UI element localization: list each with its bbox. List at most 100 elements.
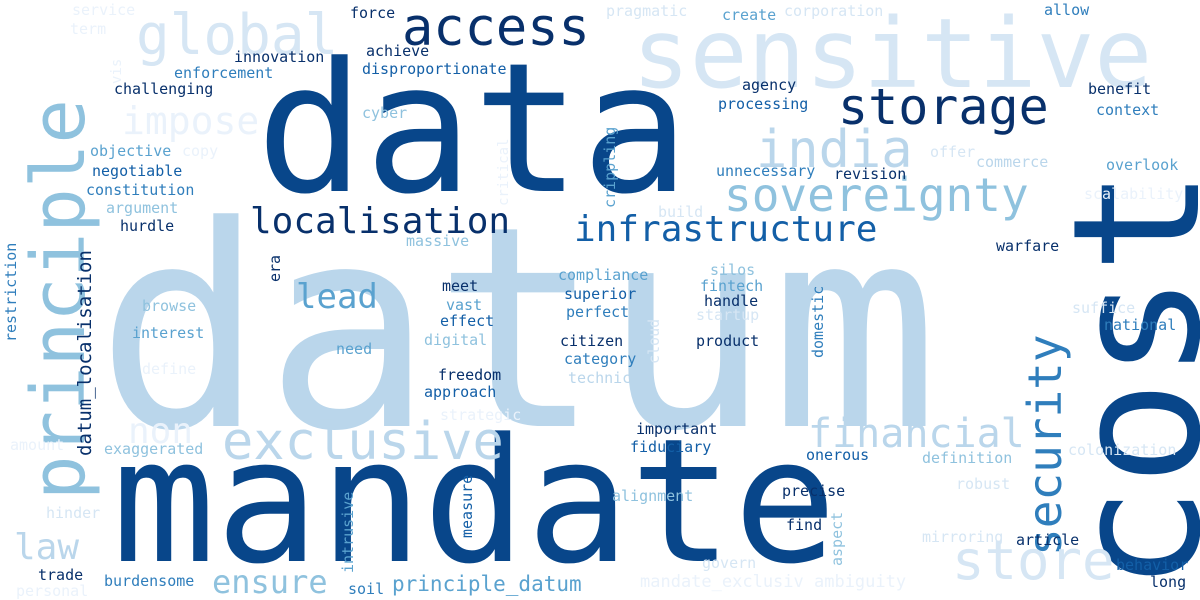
word-browse: browse <box>142 297 197 315</box>
word-compliance: compliance <box>558 266 649 284</box>
word-access: access <box>402 0 590 58</box>
word-precise: precise <box>782 482 846 500</box>
word-measure: measure <box>458 474 476 538</box>
word-warfare: warfare <box>996 237 1060 255</box>
word-alignment: alignment <box>612 487 694 505</box>
word-copy: copy <box>182 142 219 160</box>
word-fintech: fintech <box>700 277 764 295</box>
word-commerce: commerce <box>976 153 1049 171</box>
word-financial: financial <box>808 411 1025 457</box>
word-sovereignty: sovereignty <box>724 168 1029 222</box>
word-cyber: cyber <box>362 104 408 122</box>
word-mirroring: mirroring <box>922 528 1004 546</box>
word-achieve: achieve <box>366 42 430 60</box>
word-trade: trade <box>38 566 84 584</box>
word-corporation: corporation <box>784 2 884 20</box>
word-freedom: freedom <box>438 366 502 384</box>
word-govern: govern <box>702 554 757 572</box>
word-data: data <box>256 25 690 234</box>
word-ensure: ensure <box>212 563 328 600</box>
word-unnecessary: unnecessary <box>716 162 816 180</box>
word-sensitive: sensitive <box>632 0 1153 110</box>
word-onerous: onerous <box>806 446 870 464</box>
word-mandate-exclusiv-ambiguity: mandate_exclusiv ambiguity <box>640 572 907 592</box>
word-fiduciary: fiduciary <box>630 438 712 456</box>
word-hurdle: hurdle <box>120 217 175 235</box>
word-intrusive: intrusive <box>339 491 357 573</box>
word-create: create <box>722 6 777 24</box>
word-article: article <box>1016 531 1080 549</box>
word-silos: silos <box>710 261 756 279</box>
word-product: product <box>696 332 760 350</box>
word-exclusive: exclusive <box>222 412 504 472</box>
word-cloud: cloud <box>645 318 663 364</box>
word-india: india <box>756 120 913 180</box>
word-argument: argument <box>106 199 179 217</box>
word-term: term <box>70 20 107 38</box>
word-domestic: domestic <box>809 285 827 358</box>
word-need: need <box>336 340 373 358</box>
word-strategic: strategic <box>440 406 522 424</box>
word-suffice: suffice <box>1072 299 1136 317</box>
word-technical: technical <box>568 369 650 387</box>
word-soil: soil <box>348 580 385 598</box>
word-lead: lead <box>296 277 378 317</box>
word-challenging: challenging <box>114 80 214 98</box>
word-crippling: crippling <box>601 126 619 208</box>
word-behavior: behavior <box>1116 556 1189 574</box>
word-approach: approach <box>424 383 497 401</box>
word-find: find <box>786 516 823 534</box>
word-impose: impose <box>122 99 260 143</box>
word-offer: offer <box>930 143 976 161</box>
word-datum-localisation: datum_localisation <box>74 250 96 456</box>
word-overlook: overlook <box>1106 156 1179 174</box>
word-benefit: benefit <box>1088 80 1152 98</box>
word-hinder: hinder <box>46 504 101 522</box>
word-storage: storage <box>838 78 1049 136</box>
word-handle: handle <box>704 292 759 310</box>
word-non: non <box>128 411 194 452</box>
word-build: build <box>658 203 704 221</box>
word-massive: massive <box>406 232 470 250</box>
word-scalability: scalability <box>1084 185 1184 203</box>
word-global: global <box>136 3 339 68</box>
word-perfect: perfect <box>566 303 630 321</box>
word-store: store <box>952 529 1115 592</box>
word-long: long <box>1150 573 1187 591</box>
word-category: category <box>564 350 637 368</box>
word-citizen: citizen <box>560 332 624 350</box>
word-allow: allow <box>1044 1 1090 19</box>
word-innovation: innovation <box>234 48 325 66</box>
word-amount: amount <box>10 436 65 454</box>
word-principle-datum: principle_datum <box>392 572 582 596</box>
word-meet: meet <box>442 277 479 295</box>
word-law: law <box>14 527 80 568</box>
word-interest: interest <box>132 324 205 342</box>
word-critical: critical <box>496 138 512 206</box>
word-disproportionate: disproportionate <box>362 60 507 78</box>
word-personal: personal <box>16 582 89 600</box>
word-processing: processing <box>718 95 809 113</box>
word-colonization: colonization <box>1068 441 1177 459</box>
word-datum: datum <box>96 167 939 493</box>
word-enforcement: enforcement <box>174 64 274 82</box>
word-objective: objective <box>90 142 172 160</box>
word-define: define <box>142 360 197 378</box>
word-mandate: mandate <box>112 401 837 600</box>
word-force: force <box>350 4 396 22</box>
word-superior: superior <box>564 285 637 303</box>
word-pragmatic: pragmatic <box>606 2 688 20</box>
word-context: context <box>1096 101 1160 119</box>
word-vast: vast <box>446 296 483 314</box>
word-revision: revision <box>834 165 907 183</box>
word-security: security <box>1018 334 1072 556</box>
word-robust: robust <box>956 475 1011 493</box>
word-definition: definition <box>922 449 1013 467</box>
word-national: national <box>1104 316 1177 334</box>
word-aspect: aspect <box>828 511 846 566</box>
word-negotiable: negotiable <box>92 162 183 180</box>
word-constitution: constitution <box>86 181 195 199</box>
word-service: service <box>72 1 136 19</box>
word-localisation: localisation <box>250 201 511 242</box>
